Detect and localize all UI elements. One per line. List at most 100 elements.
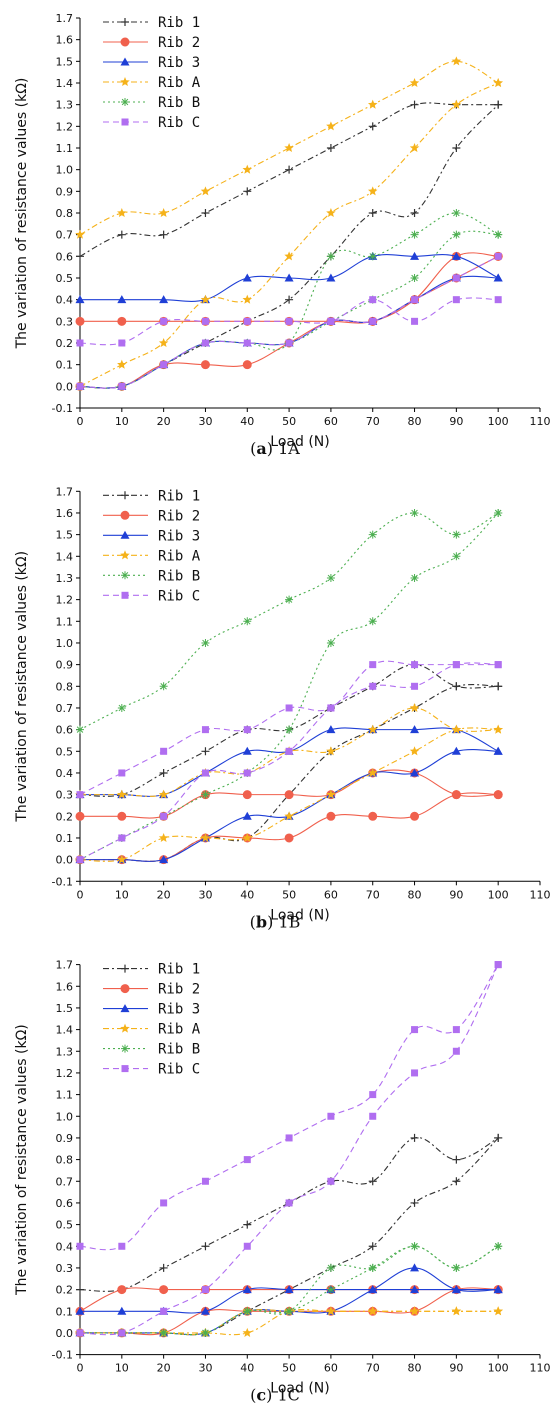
legend-label: Rib 3	[158, 528, 200, 544]
data-point	[368, 252, 377, 261]
y-tick-label: 0.0	[56, 854, 74, 867]
data-point	[409, 746, 420, 756]
x-tick-label: 110	[530, 415, 550, 428]
data-point	[369, 296, 377, 304]
series-line-loading	[80, 1137, 499, 1336]
data-point	[242, 832, 253, 843]
data-point	[284, 811, 294, 821]
data-point	[76, 791, 84, 799]
y-tick-label: 0.1	[56, 359, 74, 372]
data-point	[285, 704, 293, 712]
data-point	[452, 682, 461, 691]
y-tick-label: 1.1	[56, 1089, 74, 1102]
y-tick-label: -0.1	[52, 402, 73, 415]
x-tick-label: 80	[408, 415, 422, 428]
y-tick-label: 0.7	[56, 229, 74, 242]
data-point	[242, 1285, 252, 1294]
y-tick-label: 0.3	[56, 789, 74, 802]
data-point	[326, 273, 336, 282]
data-point	[411, 317, 419, 325]
data-point	[368, 1263, 377, 1272]
data-point	[200, 1306, 210, 1315]
data-point	[367, 1306, 378, 1316]
y-tick-label: 0.9	[56, 185, 74, 198]
series-line-loading	[79, 512, 499, 861]
data-point	[285, 1134, 293, 1142]
y-tick-label: -0.1	[52, 1349, 73, 1362]
data-point	[409, 78, 420, 88]
y-tick-label: 0.9	[56, 659, 74, 672]
data-point	[493, 790, 503, 800]
legend-label: Rib 3	[158, 55, 200, 71]
legend-marker	[120, 510, 130, 520]
series-rib-c	[76, 660, 502, 864]
y-tick-label: 1.1	[56, 142, 74, 155]
data-point	[451, 746, 461, 755]
data-point	[76, 339, 84, 347]
data-point	[285, 747, 293, 755]
legend-label: Rib 2	[158, 508, 200, 524]
data-point	[76, 856, 84, 864]
data-point	[410, 768, 420, 777]
x-tick-label: 50	[282, 1362, 296, 1375]
legend-marker	[120, 550, 130, 560]
y-tick-label: 0.8	[56, 680, 74, 693]
data-point	[493, 746, 503, 755]
data-point	[201, 769, 209, 777]
data-point	[285, 295, 294, 304]
y-tick-label: 0.2	[56, 1284, 74, 1297]
data-point	[117, 230, 126, 239]
y-tick-label: 0.6	[56, 724, 74, 737]
data-point	[369, 317, 377, 325]
legend-label: Rib B	[158, 95, 200, 111]
data-point	[159, 1328, 168, 1337]
data-point	[452, 1177, 461, 1186]
data-point	[411, 661, 419, 669]
legend-label: Rib 2	[158, 982, 200, 998]
data-point	[159, 1285, 169, 1295]
data-point	[326, 746, 336, 756]
data-point	[367, 767, 378, 778]
data-point	[117, 811, 127, 821]
data-point	[75, 295, 85, 304]
data-point	[284, 790, 294, 800]
y-tick-label: 0.9	[56, 1132, 74, 1145]
data-point	[410, 811, 420, 821]
data-point	[409, 143, 420, 153]
data-point	[243, 1307, 252, 1316]
data-point	[327, 1112, 335, 1120]
y-tick-label: 0.4	[56, 767, 74, 780]
y-tick-label: 0.1	[56, 832, 74, 845]
data-point	[494, 682, 503, 691]
data-point	[201, 1242, 210, 1251]
data-point	[327, 1177, 335, 1185]
y-tick-label: 1.4	[56, 1024, 74, 1037]
series-line-loading	[79, 964, 499, 1336]
data-point	[76, 725, 84, 734]
data-point	[285, 339, 293, 347]
data-point	[158, 208, 169, 218]
data-point	[367, 186, 378, 196]
data-point	[409, 1306, 420, 1316]
x-tick-label: 50	[282, 415, 296, 428]
data-point	[494, 252, 502, 260]
series-line-unloading	[79, 512, 499, 731]
y-tick-label: 0.8	[56, 207, 74, 220]
y-tick-label: 0.1	[56, 1305, 74, 1318]
y-tick-label: 1.2	[56, 120, 74, 133]
data-point	[368, 617, 377, 626]
y-tick-label: 1.1	[56, 615, 74, 628]
data-point	[75, 1306, 85, 1315]
panel-caption: (c) 1C	[250, 1386, 300, 1405]
data-point	[201, 790, 210, 799]
x-tick-label: 40	[240, 888, 254, 901]
x-tick-label: 60	[324, 888, 338, 901]
y-axis-title: The variation of resistance values (kΩ)	[14, 1024, 30, 1296]
x-axis-title: Load (N)	[270, 907, 329, 923]
data-point	[160, 317, 168, 325]
series-rib-c	[76, 961, 502, 1337]
x-tick-label: 90	[449, 415, 463, 428]
data-point	[369, 661, 377, 669]
data-point	[118, 339, 126, 347]
x-tick-label: 60	[324, 415, 338, 428]
